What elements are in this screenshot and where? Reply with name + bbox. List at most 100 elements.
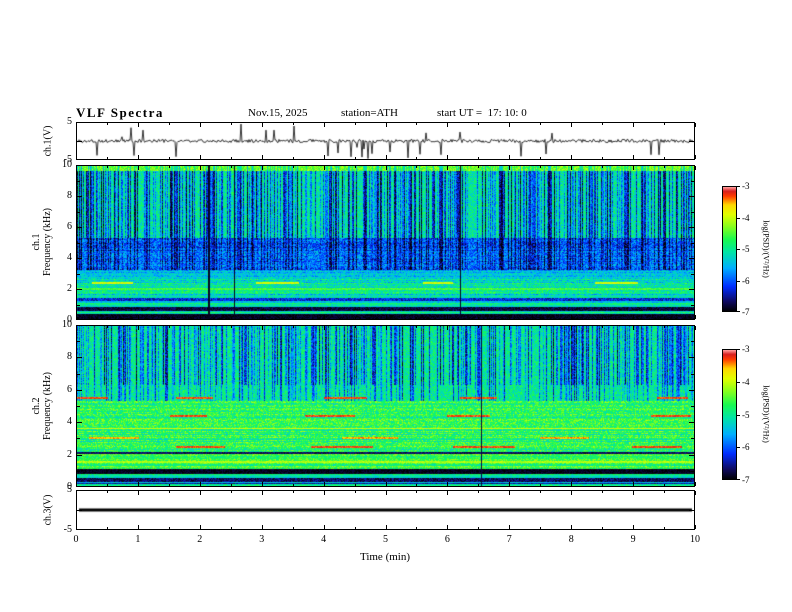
axis-tick [571,166,573,170]
axis-tick [168,317,170,319]
ylabel-text: ch.1(V) [42,125,54,157]
axis-tick [261,123,263,127]
axis-tick [77,258,82,259]
colorbar-tick-label: -6 [742,275,750,286]
axis-tick [737,381,740,383]
axis-tick [230,157,232,159]
axis-tick [478,317,480,319]
y-tick-label: -5 [63,154,72,165]
axis-tick [77,438,80,440]
axis-tick [571,482,573,486]
axis-tick [107,491,108,493]
start-ut-label: start UT = 17: 10: 0 [437,107,527,119]
axis-tick [540,123,542,125]
axis-tick [540,317,542,319]
axis-tick [292,123,294,125]
axis-tick [77,242,80,244]
axis-tick [199,315,201,319]
axis-tick [77,470,80,472]
axis-tick [168,157,170,159]
axis-tick [230,317,232,319]
colorbar-ch1-gradient [723,187,736,311]
axis-tick [77,406,80,407]
axis-tick [168,166,170,168]
axis-tick [77,357,82,359]
axis-tick [137,326,139,330]
ylabel-text: ch.1 [31,233,42,251]
axis-tick [689,454,694,456]
axis-tick [354,326,356,328]
axis-tick [664,491,665,493]
axis-tick [77,227,82,228]
axis-tick [602,157,604,159]
axis-tick [354,166,356,168]
axis-tick [77,273,80,275]
axis-tick [107,157,108,159]
axis-tick [689,510,694,511]
axis-tick [107,326,108,328]
axis-tick [354,491,356,493]
axis-tick [230,484,232,486]
axis-tick [664,527,665,529]
ch3-waveform-canvas [77,491,694,529]
axis-tick [664,157,665,159]
axis-tick [76,491,77,495]
axis-tick [691,341,694,343]
axis-tick [77,389,82,391]
colorbar-tick-label: -4 [742,376,750,387]
axis-tick [77,141,82,142]
axis-tick [691,470,694,472]
axis-tick [478,166,480,168]
axis-tick [76,315,77,319]
axis-tick [695,315,696,319]
axis-tick [602,123,604,125]
axis-tick [664,484,665,486]
axis-tick [77,289,82,290]
axis-tick [571,525,573,529]
x-tick-label: 10 [690,534,700,545]
y-tick-label: 2 [67,283,72,294]
axis-tick [695,482,696,486]
axis-tick [323,491,325,495]
axis-tick [664,326,665,328]
axis-tick [633,315,635,319]
axis-tick [602,166,604,168]
y-tick-label: 8 [67,190,72,201]
colorbar-tick-label: -3 [742,344,750,354]
x-tick-label: 4 [321,534,327,545]
axis-tick [695,123,696,127]
axis-tick [77,422,82,424]
axis-tick [509,525,511,529]
axis-tick [76,123,77,127]
axis-tick [385,525,387,529]
axis-tick [416,484,418,486]
axis-tick [737,479,740,480]
axis-tick [691,373,694,375]
axis-tick [230,123,232,125]
axis-tick [77,454,82,456]
axis-tick [199,155,201,159]
axis-tick [137,166,139,170]
axis-tick [354,317,356,319]
axis-tick [602,484,604,486]
axis-tick [385,315,387,319]
axis-tick [571,315,573,319]
x-axis-title: Time (min) [359,551,411,563]
axis-tick [602,491,604,493]
axis-tick [691,211,694,213]
axis-tick [571,491,573,495]
axis-tick [292,484,294,486]
ylabel-ch1-frequency: ch.1 Frequency (kHz) [31,208,53,276]
axis-tick [602,317,604,319]
axis-tick [107,166,108,168]
axis-tick [199,123,201,127]
axis-tick [76,482,77,486]
axis-tick [737,414,740,416]
axis-tick [689,196,694,197]
colorbar-tick-label: -4 [742,212,750,223]
axis-tick [261,166,263,170]
axis-tick [323,155,325,159]
colorbar-ch2 [722,349,737,480]
axis-tick [447,525,449,529]
axis-tick [137,491,139,495]
